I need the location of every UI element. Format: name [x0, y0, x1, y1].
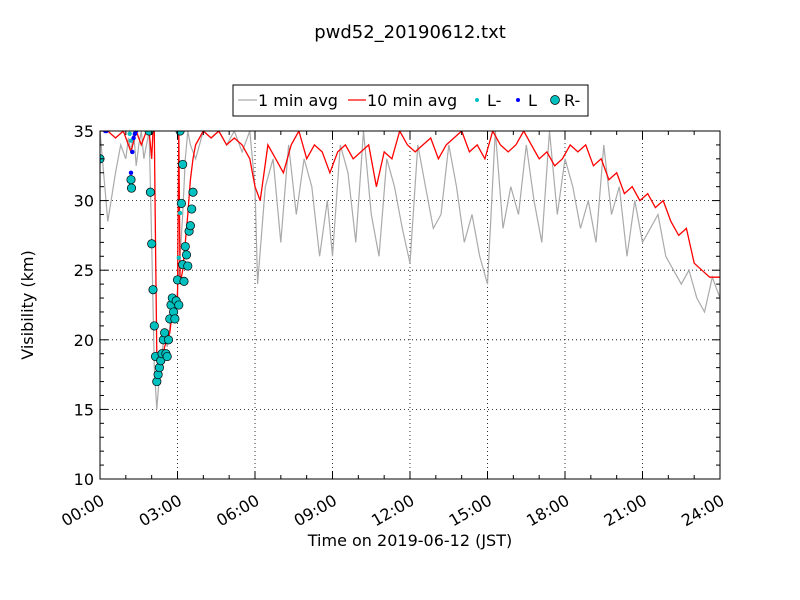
- x-tick-label: 03:00: [136, 491, 185, 531]
- point-l: [104, 131, 109, 134]
- point-r: [176, 198, 186, 208]
- x-tick-label: 06:00: [213, 491, 262, 531]
- y-tick-label: 35: [74, 122, 94, 141]
- point-r: [188, 187, 198, 197]
- chart-title: pwd52_20190612.txt: [314, 22, 506, 43]
- point-r: [160, 328, 170, 338]
- legend-marker-rminus: [550, 95, 560, 105]
- point-r: [149, 321, 159, 331]
- point-r: [163, 335, 174, 345]
- y-tick-label: 30: [74, 192, 94, 211]
- series-line-10-min-avg: [100, 131, 720, 371]
- point-r: [174, 300, 184, 310]
- grid-lines: [100, 131, 720, 479]
- point-l: [177, 210, 183, 216]
- y-tick-label: 25: [74, 261, 94, 280]
- point-l: [134, 131, 139, 134]
- point-r: [185, 221, 195, 231]
- legend-marker-lminus: [475, 98, 479, 102]
- y-tick-label: 10: [74, 470, 94, 489]
- point-r: [126, 183, 137, 193]
- axis-ticks: [99, 130, 721, 480]
- point-r: [148, 285, 158, 295]
- point-l: [130, 149, 135, 155]
- point-r: [179, 276, 189, 286]
- point-r: [178, 159, 188, 169]
- legend-label-lminus: L-: [487, 91, 501, 110]
- legend-label-1min: 1 min avg: [258, 91, 338, 110]
- legend-frame: [232, 84, 589, 117]
- legend-label-rminus: R-: [564, 91, 580, 110]
- x-tick-labels: 00:00 03:00 06:00 09:00 12:00 15:00 18:00 21:00…: [58, 491, 727, 531]
- x-tick-label: 21:00: [601, 491, 650, 531]
- legend-label-10min: 10 min avg: [367, 91, 457, 110]
- y-tick-labels: 10 15 20 25 30 35: [74, 122, 94, 489]
- x-axis-label: Time on 2019-06-12 (JST): [307, 531, 512, 550]
- point-r: [126, 175, 136, 185]
- y-tick-label: 20: [74, 331, 94, 350]
- point-r: [180, 241, 190, 252]
- legend: 1 min avg 10 min avg L- L R-: [232, 84, 589, 117]
- series-layer: [100, 131, 720, 410]
- point-r: [181, 250, 192, 260]
- x-tick-label: 09:00: [291, 491, 340, 531]
- legend-marker-l: [516, 98, 520, 102]
- x-tick-label: 00:00: [58, 491, 107, 531]
- point-r: [187, 204, 197, 214]
- x-tick-label: 18:00: [523, 491, 572, 531]
- point-r: [145, 187, 155, 197]
- point-r: [147, 239, 157, 249]
- y-tick-label: 15: [74, 400, 94, 419]
- point-l: [128, 170, 134, 175]
- point-r: [183, 261, 193, 271]
- x-tick-label: 12:00: [368, 491, 417, 531]
- point-r: [170, 314, 180, 324]
- point-r: [162, 351, 172, 362]
- x-tick-label: 24:00: [678, 491, 727, 531]
- point-l: [127, 131, 132, 136]
- series-line-1-min-avg: [100, 131, 720, 410]
- y-axis-label: Visibility (km): [18, 250, 37, 359]
- x-tick-label: 15:00: [446, 491, 495, 531]
- point-l: [176, 255, 181, 260]
- point-l: [131, 135, 136, 141]
- legend-label-l: L: [528, 91, 537, 110]
